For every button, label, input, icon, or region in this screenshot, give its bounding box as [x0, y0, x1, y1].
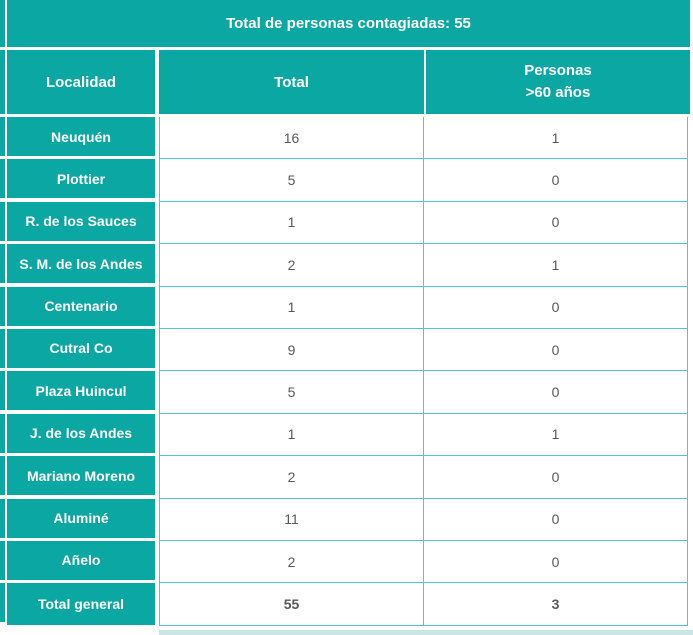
- row-total: 5: [159, 371, 424, 414]
- header-total: Total: [159, 50, 424, 114]
- left-edge-strip-segment: [0, 456, 5, 496]
- row-personas-60: 1: [424, 413, 688, 457]
- row-total: 11: [159, 498, 424, 541]
- row-localidad: Añelo: [7, 540, 155, 580]
- left-edge-strip-segment: [0, 201, 5, 241]
- header-localidad: Localidad: [7, 50, 155, 114]
- row-localidad: R. de los Sauces: [7, 201, 155, 241]
- left-edge-strip-segment: [0, 498, 5, 538]
- table-row: Centenario 1 0: [7, 286, 690, 329]
- row-total: 55: [159, 583, 424, 626]
- left-edge-strip-segment: [0, 50, 5, 114]
- row-total: 2: [159, 540, 424, 584]
- table-main: Total de personas contagiadas: 55 Locali…: [7, 0, 693, 635]
- left-edge-strip-segment: [0, 413, 5, 453]
- row-total: 9: [159, 328, 424, 372]
- row-localidad: Centenario: [7, 286, 155, 326]
- row-total: 2: [159, 244, 424, 287]
- left-edge-strip-segment: [0, 371, 5, 411]
- row-total: 2: [159, 456, 424, 499]
- header-personas-60: Personas >60 años: [426, 50, 690, 114]
- row-personas-60: 0: [424, 540, 688, 584]
- left-edge-strip-segment: [0, 328, 5, 368]
- table-row: R. de los Sauces 1 0: [7, 201, 690, 245]
- table-row: S. M. de los Andes 2 1: [7, 244, 690, 287]
- row-localidad: Cutral Co: [7, 328, 155, 368]
- row-localidad: S. M. de los Andes: [7, 244, 155, 284]
- row-personas-60: 0: [424, 456, 688, 499]
- row-localidad: Aluminé: [7, 498, 155, 538]
- left-edge-strip-segment: [0, 0, 5, 47]
- row-personas-60: 3: [424, 583, 688, 626]
- row-personas-60: 0: [424, 498, 688, 541]
- row-localidad: Plottier: [7, 159, 155, 199]
- row-localidad: J. de los Andes: [7, 413, 155, 453]
- row-personas-60: 0: [424, 371, 688, 414]
- table-row: Mariano Moreno 2 0: [7, 456, 690, 499]
- table-body: Neuquén 16 1 Plottier 5 0 R. de los Sauc…: [7, 117, 690, 626]
- table-row: Plaza Huincul 5 0: [7, 371, 690, 414]
- left-edge-strip: [0, 0, 5, 626]
- table-row: Aluminé 11 0: [7, 498, 690, 541]
- table-header-row: Localidad Total Personas >60 años: [7, 50, 690, 114]
- left-edge-strip-segment: [0, 583, 5, 623]
- row-personas-60: 0: [424, 159, 688, 202]
- left-edge-strip-segment: [0, 159, 5, 199]
- table-title-text: Total de personas contagiadas: 55: [226, 15, 471, 32]
- row-personas-60: 0: [424, 286, 688, 329]
- row-total: 16: [159, 117, 424, 160]
- row-personas-60: 1: [424, 244, 688, 287]
- row-total: 1: [159, 413, 424, 457]
- table-row: Total general 55 3: [7, 583, 690, 626]
- left-edge-strip-segment: [0, 286, 5, 326]
- table-row: Neuquén 16 1: [7, 117, 690, 160]
- bottom-edge-strip: [159, 629, 693, 635]
- row-total: 5: [159, 159, 424, 202]
- row-localidad: Mariano Moreno: [7, 456, 155, 496]
- row-localidad: Plaza Huincul: [7, 371, 155, 411]
- table-row: Cutral Co 9 0: [7, 328, 690, 372]
- table-row: Plottier 5 0: [7, 159, 690, 202]
- row-total: 1: [159, 201, 424, 245]
- row-total: 1: [159, 286, 424, 329]
- left-edge-strip-segment: [0, 244, 5, 284]
- table-title: Total de personas contagiadas: 55: [7, 0, 690, 47]
- row-localidad: Neuquén: [7, 117, 155, 156]
- row-personas-60: 1: [424, 117, 688, 160]
- row-localidad: Total general: [7, 583, 155, 626]
- table-row: Añelo 2 0: [7, 540, 690, 584]
- left-edge-strip-segment: [0, 540, 5, 580]
- row-personas-60: 0: [424, 201, 688, 245]
- left-edge-strip-segment: [0, 117, 5, 156]
- table-row: J. de los Andes 1 1: [7, 413, 690, 457]
- row-personas-60: 0: [424, 328, 688, 372]
